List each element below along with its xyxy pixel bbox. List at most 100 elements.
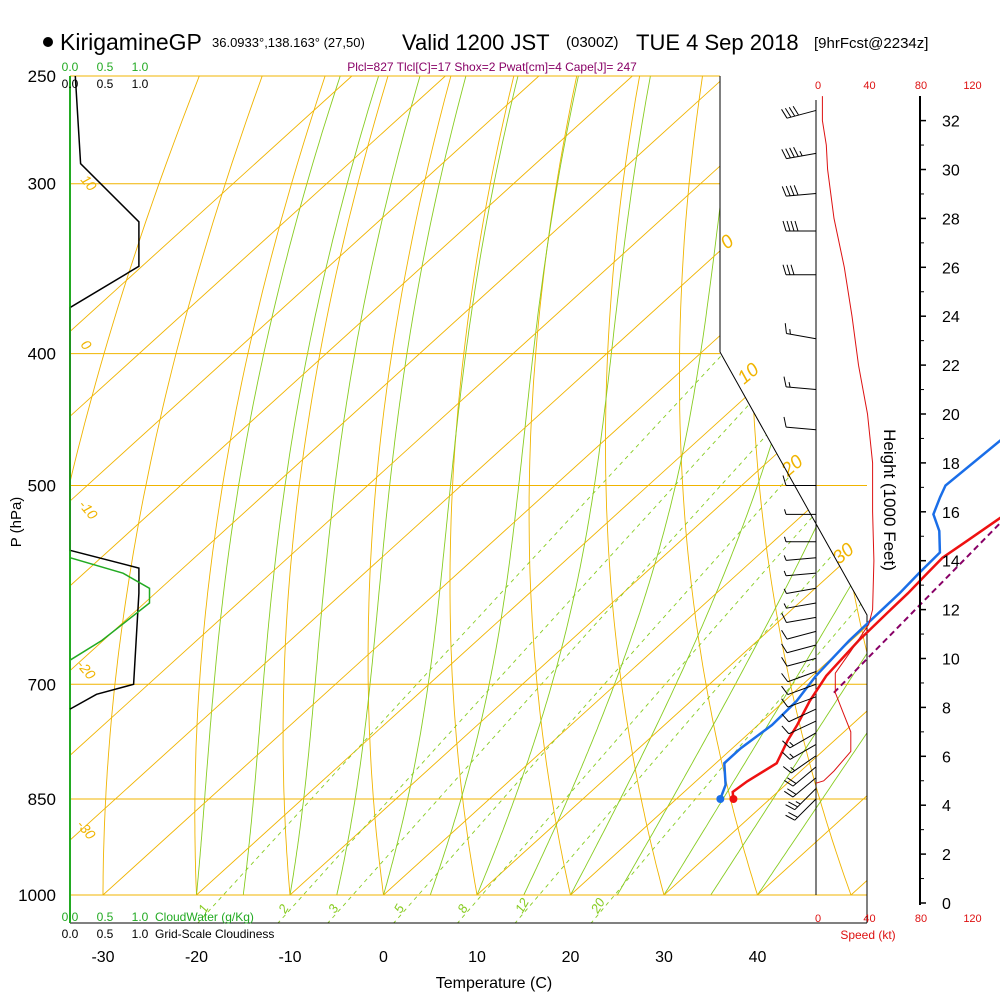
wind-barb	[784, 536, 816, 543]
valid-date: TUE 4 Sep 2018	[636, 30, 799, 55]
wind-barb	[781, 671, 817, 683]
wind-barb-feather	[781, 698, 789, 708]
wind-barb-staff	[788, 708, 817, 723]
wind-barb-staff	[787, 671, 817, 683]
stability-indices: Plcl=827 Tlcl[C]=17 Shox=2 Pwat[cm]=4 Ca…	[347, 60, 637, 74]
isotherm	[663, 76, 867, 895]
moist-adiabat	[476, 76, 651, 895]
wind-barb-staff	[786, 426, 817, 431]
wind-barb	[782, 475, 816, 486]
wind-barb-staff	[786, 644, 817, 654]
pressure-tick-label: 850	[28, 790, 56, 809]
wind-barb	[781, 720, 817, 735]
speed-tick-label-bottom: 40	[863, 913, 875, 925]
isotherm	[70, 76, 353, 895]
speed-tick-label-bottom: 120	[963, 913, 981, 925]
wind-barb-feather	[781, 612, 787, 623]
wind-barb-feather	[785, 148, 791, 159]
dry-adiabat-label: 10	[78, 172, 100, 194]
wind-barb-staff	[786, 152, 817, 160]
cloud-water-tick-bottom: 0.5	[97, 910, 114, 924]
pressure-axis-label: P (hPa)	[8, 497, 25, 548]
height-tick-label: 2	[942, 847, 951, 864]
dry-adiabat	[102, 76, 263, 895]
moist-adiabats	[196, 76, 867, 895]
wind-barb-feather	[784, 323, 787, 334]
wind-barb	[783, 570, 817, 577]
mixing-ratio-label: 8	[454, 901, 471, 915]
plot-frame	[719, 76, 868, 923]
height-tick-label: 18	[942, 456, 960, 473]
wind-barb-half-feather	[799, 150, 803, 157]
wind-barb-feather	[781, 629, 788, 640]
wind-barb-staff	[786, 602, 817, 609]
wind-barb-staff	[786, 657, 817, 667]
isobars	[70, 75, 867, 896]
speed-axis-label: Speed (kt)	[840, 928, 895, 942]
speed-axis-top: 0 40 80 120	[815, 80, 982, 92]
speed-tick-label-top: 40	[863, 80, 875, 92]
pressure-tick-label: 700	[28, 675, 56, 694]
moist-adiabat	[429, 76, 579, 895]
moist-adiabat	[757, 76, 867, 895]
height-tick-label: 26	[942, 260, 960, 277]
wind-barb-half-feather	[783, 603, 787, 609]
cloud-water-axis-label: CloudWater (g/Kg)	[155, 910, 254, 924]
wind-barb	[781, 657, 817, 667]
wind-speed-line	[815, 96, 875, 784]
wind-barb-staff	[791, 755, 817, 774]
dry-adiabat	[605, 76, 665, 895]
wind-barb-feather	[781, 713, 790, 723]
temperature-tick-label: 10	[468, 949, 486, 966]
cloud-water-tick-bottom: 1.0	[132, 910, 149, 924]
wind-barb-staff	[794, 798, 817, 821]
wind-barb-staff	[786, 616, 817, 624]
moist-adiabat	[336, 76, 467, 895]
height-tick-label: 12	[942, 603, 960, 620]
pressure-tick-label: 300	[28, 175, 56, 194]
height-axis-label: Height (1000 Feet)	[880, 429, 899, 571]
height-tick-label: 32	[942, 114, 960, 131]
wind-barb-half-feather	[783, 570, 787, 576]
wind-barb-feather	[781, 643, 788, 654]
wind-barb-half-feather	[790, 767, 796, 772]
speed-tick-label-top: 0	[815, 80, 821, 92]
wind-barb-staff	[792, 777, 817, 798]
wind-barb-feather	[785, 814, 796, 821]
wind-barb-feather	[784, 790, 794, 798]
mixing-ratio-label: 2	[275, 901, 292, 916]
wind-barb-staff	[786, 630, 817, 640]
dry-adiabat	[528, 76, 578, 895]
wind-barb-feather	[788, 106, 796, 117]
wind-barb-feather	[782, 751, 791, 760]
wind-barb-feather	[792, 105, 800, 116]
wind-barb	[781, 708, 817, 723]
speed-axis-bottom: 0 40 80 120	[815, 913, 982, 925]
wind-barb-feather	[781, 685, 789, 695]
wind-barb-staff	[786, 572, 817, 577]
wind-barb-half-feather	[788, 382, 791, 388]
moist-adiabat-label: 20	[777, 451, 808, 482]
moist-adiabat	[196, 76, 341, 895]
dry-adiabat	[194, 76, 326, 895]
temperature-tick-label: -20	[185, 949, 208, 966]
wind-barb-staff	[792, 766, 817, 787]
wind-barb-feather	[785, 804, 796, 811]
wind-barb-feather	[790, 264, 795, 275]
speed-tick-label-bottom: 80	[915, 913, 927, 925]
dewpoint-surface-marker	[716, 794, 725, 803]
temperature-axis-ticks: -30 -20 -10 0 10 20 30 40	[91, 949, 766, 966]
temperature-line	[731, 516, 1000, 800]
speed-tick-label-top: 120	[963, 80, 981, 92]
wind-barb-half-feather	[783, 555, 787, 561]
cloud-axis-top: 0.0 0.5 1.0 0.0 0.5 1.0	[62, 60, 149, 91]
cloud-water-tick-top: 1.0	[132, 60, 149, 74]
temperature-axis-label: Temperature (C)	[436, 975, 552, 992]
mixing-ratio-label: 3	[325, 901, 342, 915]
wind-barb	[783, 416, 817, 431]
wind-barb-half-feather	[783, 588, 787, 594]
mixing-ratio-line	[590, 353, 867, 923]
speed-tick-label-top: 80	[915, 80, 927, 92]
cloudiness-tick-top: 0.5	[97, 77, 114, 91]
